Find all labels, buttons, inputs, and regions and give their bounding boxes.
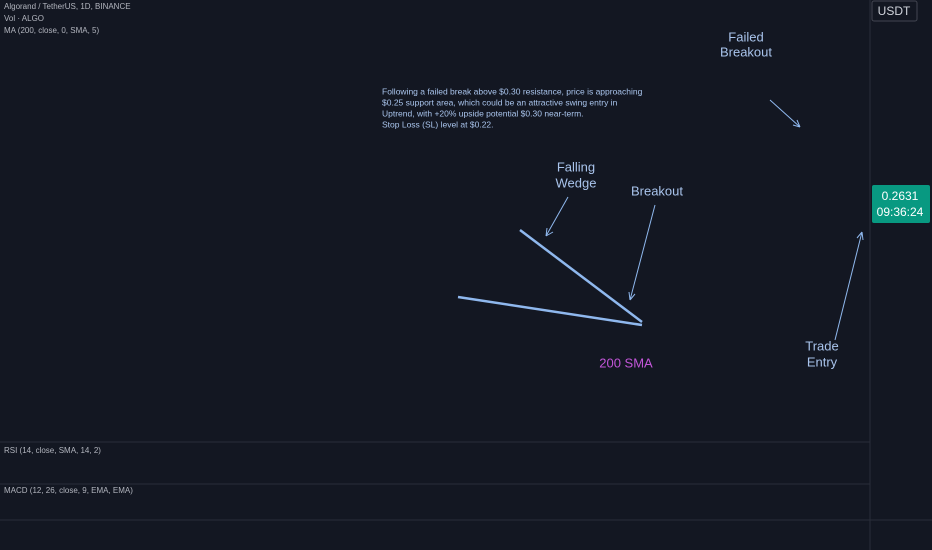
wedge-lower [457, 295, 643, 327]
currency: USDT [878, 4, 911, 18]
annotation: Breakout [720, 44, 772, 59]
note-line: $0.25 support area, which could be an at… [382, 97, 618, 107]
macd-label: MACD (12, 26, close, 9, EMA, EMA) [4, 486, 133, 495]
arrow [769, 99, 801, 128]
countdown: 09:36:24 [877, 205, 924, 219]
last-price: 0.2631 [882, 189, 919, 203]
annotation: Entry [807, 354, 838, 369]
drawings [457, 99, 864, 341]
volume-label: Vol · ALGO [4, 14, 44, 23]
sma-label: 200 SMA [599, 355, 653, 370]
annotation: Falling [557, 159, 595, 174]
annotation: Breakout [631, 183, 683, 198]
arrow [628, 204, 656, 301]
note-line: Stop Loss (SL) level at $0.22. [382, 119, 494, 129]
arrow [545, 196, 569, 237]
note-line: Following a failed break above $0.30 res… [382, 86, 643, 96]
symbol-title: Algorand / TetherUS, 1D, BINANCE [4, 2, 131, 11]
rsi-label: RSI (14, close, SMA, 14, 2) [4, 446, 101, 455]
currency-box [871, 0, 918, 22]
annotation: Trade [805, 338, 838, 353]
annotation: Failed [728, 29, 763, 44]
ma-label: MA (200, close, 0, SMA, 5) [4, 26, 99, 35]
price-tag [872, 185, 930, 223]
annotation: Wedge [556, 175, 597, 190]
arrow [834, 231, 864, 341]
note-line: Uptrend, with +20% upside potential $0.3… [382, 108, 584, 118]
wedge-upper [519, 229, 643, 323]
